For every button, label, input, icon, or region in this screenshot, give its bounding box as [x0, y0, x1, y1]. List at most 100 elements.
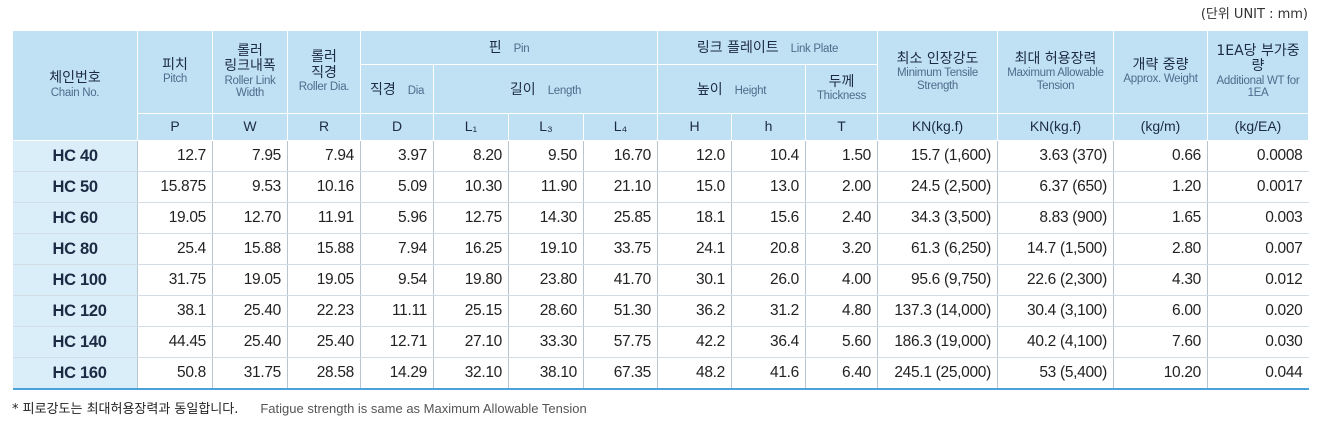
table-cell: 3.63 (370): [997, 140, 1114, 172]
table-cell: 6.40: [805, 357, 878, 390]
header-symbol: T: [805, 113, 878, 141]
table-cell: 14.29: [360, 357, 434, 390]
table-cell: 1.50: [805, 140, 878, 172]
footnote-en: Fatigue strength is same as Maximum Allo…: [260, 401, 587, 416]
chain-no: HC 120: [12, 295, 138, 327]
table-cell: 5.09: [360, 171, 434, 203]
chain-no: HC 60: [12, 202, 138, 234]
table-cell: 12.7: [137, 140, 213, 172]
header-symbol: D: [360, 113, 434, 141]
table-cell: 3.97: [360, 140, 434, 172]
table-cell: 25.15: [433, 295, 509, 327]
chain-no: HC 50: [12, 171, 138, 203]
header-cell: 최대 허용장력 Maximum Allowable Tension: [997, 30, 1114, 114]
table-cell: 32.10: [433, 357, 509, 390]
table-cell: 25.40: [287, 326, 361, 358]
table-cell: 53 (5,400): [997, 357, 1114, 390]
table-cell: 9.50: [508, 140, 584, 172]
header-cell: 높이 Height: [657, 64, 806, 114]
table-cell: 6.00: [1113, 295, 1208, 327]
table-cell: 25.40: [212, 295, 288, 327]
table-cell: 36.2: [657, 295, 732, 327]
table-cell: 9.53: [212, 171, 288, 203]
table-cell: 12.70: [212, 202, 288, 234]
table-cell: 14.30: [508, 202, 584, 234]
table-cell: 4.80: [805, 295, 878, 327]
table-cell: 15.88: [287, 233, 361, 265]
table-row: HC 40 12.7 7.95 7.94 3.97 8.20 9.50 16.70 12.0 10…: [12, 140, 1309, 172]
table-cell: 30.1: [657, 264, 732, 296]
table-cell: 10.4: [731, 140, 806, 172]
table-cell: 50.8: [137, 357, 213, 390]
table-cell: 2.80: [1113, 233, 1208, 265]
table-cell: 25.4: [137, 233, 213, 265]
table-cell: 34.3 (3,500): [877, 202, 998, 234]
table-cell: 15.7 (1,600): [877, 140, 998, 172]
header-cell: 길이 Length: [433, 64, 658, 114]
table-cell: 25.85: [583, 202, 658, 234]
table-cell: 7.60: [1113, 326, 1208, 358]
table-cell: 8.20: [433, 140, 509, 172]
table-cell: 41.70: [583, 264, 658, 296]
header-cell: 직경 Dia: [360, 64, 434, 114]
table-cell: 0.0017: [1207, 171, 1309, 203]
table-row: HC 140 44.45 25.40 25.40 12.71 27.10 33.30 57.7…: [12, 326, 1309, 358]
header-symbol: W: [212, 113, 288, 141]
table-cell: 10.16: [287, 171, 361, 203]
table-cell: 10.30: [433, 171, 509, 203]
table-cell: 7.94: [360, 233, 434, 265]
table-cell: 41.6: [731, 357, 806, 390]
chain-no: HC 40: [12, 140, 138, 172]
spec-table: 체인번호 Chain No. 피치 Pitch 롤러 링크내폭 Roller Link…: [12, 30, 1309, 390]
header-symbol: L₃: [508, 113, 584, 141]
header-symbol: (kg/EA): [1207, 113, 1309, 141]
table-cell: 0.66: [1113, 140, 1208, 172]
table-cell: 31.75: [212, 357, 288, 390]
unit-note: (단위 UNIT : mm): [1200, 7, 1308, 22]
header-symbol: L₄: [583, 113, 658, 141]
table-cell: 51.30: [583, 295, 658, 327]
table-cell: 11.91: [287, 202, 361, 234]
table-cell: 0.044: [1207, 357, 1309, 390]
table-cell: 14.7 (1,500): [997, 233, 1114, 265]
table-row: HC 60 19.05 12.70 11.91 5.96 12.75 14.30 25.85 1…: [12, 202, 1309, 234]
header-cell: 링크 플레이트 Link Plate: [657, 30, 878, 65]
footnote-ko: * 피로강도는 최대허용장력과 동일합니다.: [12, 402, 239, 417]
table-cell: 5.60: [805, 326, 878, 358]
table-cell: 16.70: [583, 140, 658, 172]
table-cell: 5.96: [360, 202, 434, 234]
table-cell: 67.35: [583, 357, 658, 390]
table-cell: 15.0: [657, 171, 732, 203]
table-cell: 33.30: [508, 326, 584, 358]
table-cell: 0.020: [1207, 295, 1309, 327]
table-cell: 25.40: [212, 326, 288, 358]
table-cell: 8.83 (900): [997, 202, 1114, 234]
table-row: HC 50 15.875 9.53 10.16 5.09 10.30 11.90 21.10 1…: [12, 171, 1309, 203]
table-row: HC 120 38.1 25.40 22.23 11.11 25.15 28.60 51.30…: [12, 295, 1309, 327]
table-cell: 245.1 (25,000): [877, 357, 998, 390]
table-cell: 48.2: [657, 357, 732, 390]
table-cell: 28.58: [287, 357, 361, 390]
header-cell: 핀 Pin: [360, 30, 658, 65]
header-cell: 체인번호 Chain No.: [12, 30, 138, 141]
table-cell: 27.10: [433, 326, 509, 358]
table-cell: 12.75: [433, 202, 509, 234]
header-cell: 1EA당 부가중량 Additional WT for 1EA: [1207, 30, 1309, 114]
table-cell: 137.3 (14,000): [877, 295, 998, 327]
header-cell: 피치 Pitch: [137, 30, 213, 114]
chain-no: HC 80: [12, 233, 138, 265]
header-symbol: R: [287, 113, 361, 141]
table-cell: 16.25: [433, 233, 509, 265]
table-cell: 20.8: [731, 233, 806, 265]
table-cell: 22.23: [287, 295, 361, 327]
table-cell: 28.60: [508, 295, 584, 327]
table-cell: 95.6 (9,750): [877, 264, 998, 296]
table-cell: 26.0: [731, 264, 806, 296]
table-cell: 15.88: [212, 233, 288, 265]
table-cell: 19.05: [287, 264, 361, 296]
table-cell: 4.00: [805, 264, 878, 296]
table-cell: 61.3 (6,250): [877, 233, 998, 265]
table-cell: 38.10: [508, 357, 584, 390]
table-row: HC 160 50.8 31.75 28.58 14.29 32.10 38.10 67.35…: [12, 357, 1309, 390]
